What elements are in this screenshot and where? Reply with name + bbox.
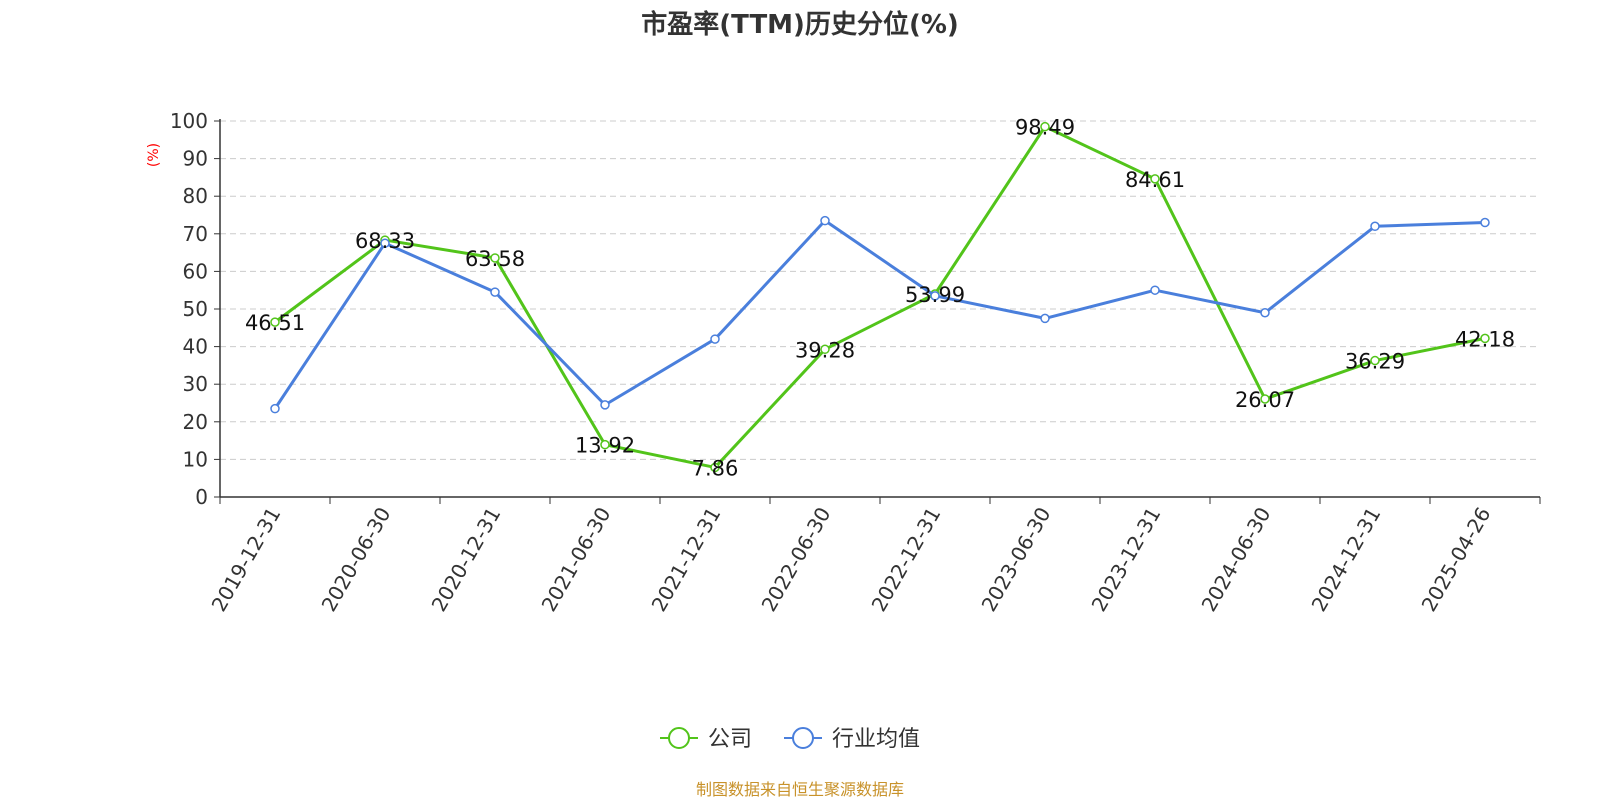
data-point[interactable] bbox=[1150, 174, 1160, 184]
data-point[interactable] bbox=[1040, 313, 1050, 324]
x-tick-label: 2023-12-31 bbox=[1086, 503, 1165, 616]
legend-marker bbox=[668, 727, 690, 749]
x-tick-label: 2021-06-30 bbox=[536, 503, 615, 616]
data-point[interactable] bbox=[1040, 121, 1050, 132]
legend-marker bbox=[792, 727, 814, 749]
y-tick-label: 70 bbox=[183, 222, 208, 246]
y-tick-label: 90 bbox=[183, 147, 208, 171]
y-axis-unit-label: (%) bbox=[146, 143, 162, 167]
x-tick-label: 2021-12-31 bbox=[646, 503, 725, 616]
data-point[interactable] bbox=[1260, 394, 1270, 404]
data-point[interactable] bbox=[270, 317, 280, 327]
y-tick-label: 50 bbox=[183, 297, 208, 321]
data-point[interactable] bbox=[1370, 221, 1380, 232]
data-label: 13.92 bbox=[575, 434, 635, 458]
data-point[interactable] bbox=[1480, 217, 1490, 228]
data-point[interactable] bbox=[710, 334, 720, 344]
data-label: 98.49 bbox=[1015, 116, 1075, 140]
data-point[interactable] bbox=[490, 253, 500, 263]
chart-title: 市盈率(TTM)历史分位(%) bbox=[641, 9, 959, 40]
data-source-note: 制图数据来自恒生聚源数据库 bbox=[696, 780, 904, 799]
data-point[interactable] bbox=[380, 238, 390, 248]
legend-label: 行业均值 bbox=[832, 727, 920, 752]
x-tick-label: 2022-12-31 bbox=[866, 503, 945, 616]
data-label: 7.86 bbox=[692, 456, 739, 480]
data-label: 46.51 bbox=[245, 311, 305, 335]
data-label: 42.18 bbox=[1455, 327, 1515, 351]
data-point[interactable] bbox=[930, 291, 940, 301]
x-tick-label: 2023-06-30 bbox=[976, 503, 1055, 616]
axes: 0 10 20 30 40 50 60 70 80 90 100 2019-12-31 2020-06-… bbox=[170, 109, 1541, 616]
data-point[interactable] bbox=[1480, 333, 1490, 344]
data-point[interactable] bbox=[600, 439, 610, 450]
x-tick-label: 2019-12-31 bbox=[206, 503, 285, 616]
series-line-1 bbox=[273, 219, 1486, 410]
y-tick-label: 0 bbox=[195, 485, 208, 509]
data-label: 39.28 bbox=[795, 338, 855, 362]
legend-label: 公司 bbox=[708, 727, 752, 752]
y-tick-label: 10 bbox=[183, 447, 208, 471]
data-point[interactable] bbox=[1370, 355, 1380, 366]
data-label: 26.07 bbox=[1235, 388, 1295, 412]
y-tick-label: 100 bbox=[170, 109, 208, 133]
legend-item-0[interactable]: 公司 bbox=[660, 727, 752, 752]
data-labels: 46.51 68.33 63.58 13.92 7.86 39.28 53.99 98.49 8… bbox=[245, 116, 1515, 481]
data-point[interactable] bbox=[710, 462, 720, 473]
x-tick-label: 2024-06-30 bbox=[1196, 503, 1275, 616]
data-point[interactable] bbox=[1150, 285, 1160, 295]
x-tick-label: 2022-06-30 bbox=[756, 503, 835, 616]
data-label: 68.33 bbox=[355, 229, 415, 253]
legend[interactable]: 公司 行业均值 bbox=[660, 727, 920, 752]
data-point[interactable] bbox=[600, 400, 610, 410]
legend-item-1[interactable]: 行业均值 bbox=[784, 727, 920, 752]
data-label: 53.99 bbox=[905, 283, 965, 307]
y-tick-label: 30 bbox=[183, 372, 208, 396]
data-point[interactable] bbox=[1260, 308, 1270, 318]
x-tick-label: 2024-12-31 bbox=[1306, 503, 1385, 616]
data-point[interactable] bbox=[820, 215, 830, 226]
data-label: 63.58 bbox=[465, 247, 525, 271]
y-tick-label: 20 bbox=[183, 410, 208, 434]
y-tick-label: 60 bbox=[183, 259, 208, 283]
data-point[interactable] bbox=[270, 403, 280, 414]
data-point[interactable] bbox=[820, 344, 830, 355]
data-label: 36.29 bbox=[1345, 350, 1405, 374]
y-tick-label: 80 bbox=[183, 184, 208, 208]
x-tick-label: 2025-04-26 bbox=[1416, 503, 1495, 616]
data-point[interactable] bbox=[490, 287, 500, 297]
y-tick-label: 40 bbox=[183, 335, 208, 359]
grid-lines bbox=[220, 120, 1540, 460]
data-label: 84.61 bbox=[1125, 168, 1185, 192]
x-tick-label: 2020-12-31 bbox=[426, 503, 505, 616]
x-tick-label: 2020-06-30 bbox=[316, 503, 395, 616]
series-lines bbox=[270, 121, 1490, 473]
series-line-0 bbox=[274, 125, 1486, 469]
